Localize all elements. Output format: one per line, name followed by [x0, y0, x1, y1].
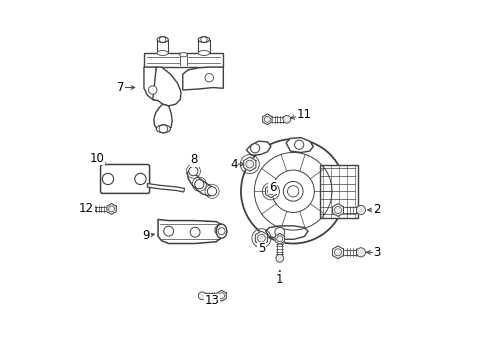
Text: 10: 10	[89, 152, 104, 165]
Text: 12: 12	[79, 202, 94, 215]
FancyBboxPatch shape	[101, 165, 149, 193]
Text: 1: 1	[275, 273, 283, 286]
Circle shape	[188, 167, 198, 176]
Text: 9: 9	[142, 229, 150, 242]
Polygon shape	[246, 141, 270, 155]
Circle shape	[135, 173, 146, 185]
Circle shape	[204, 73, 213, 82]
Circle shape	[190, 227, 200, 237]
Polygon shape	[143, 67, 161, 100]
Polygon shape	[332, 246, 343, 259]
Text: 13: 13	[204, 294, 219, 307]
Circle shape	[274, 227, 284, 237]
Polygon shape	[275, 233, 284, 244]
Circle shape	[241, 139, 345, 243]
Polygon shape	[265, 226, 307, 239]
Bar	[143, 53, 223, 67]
Polygon shape	[265, 185, 276, 198]
Text: 3: 3	[372, 246, 380, 259]
Text: 5: 5	[257, 242, 264, 255]
Circle shape	[283, 116, 290, 123]
Text: 2: 2	[372, 203, 380, 216]
Circle shape	[294, 140, 303, 149]
Polygon shape	[217, 290, 226, 301]
Text: 4: 4	[230, 158, 237, 171]
Circle shape	[275, 255, 283, 262]
Text: 6: 6	[268, 181, 276, 194]
Circle shape	[102, 173, 113, 185]
Ellipse shape	[198, 37, 209, 42]
Text: 7: 7	[116, 81, 124, 94]
Polygon shape	[243, 157, 255, 171]
Polygon shape	[285, 138, 313, 153]
Polygon shape	[187, 168, 215, 196]
Polygon shape	[107, 203, 116, 214]
Polygon shape	[154, 104, 172, 131]
Bar	[319, 165, 358, 218]
Polygon shape	[147, 184, 184, 192]
Circle shape	[88, 205, 96, 213]
Text: 8: 8	[190, 153, 198, 166]
Polygon shape	[332, 204, 343, 216]
Circle shape	[250, 144, 259, 153]
Polygon shape	[183, 67, 223, 90]
Circle shape	[148, 86, 157, 94]
Circle shape	[198, 292, 205, 300]
Polygon shape	[255, 231, 267, 245]
Circle shape	[194, 180, 203, 189]
Polygon shape	[158, 220, 222, 243]
Circle shape	[283, 181, 303, 201]
Polygon shape	[262, 114, 271, 125]
Ellipse shape	[156, 125, 170, 133]
Circle shape	[356, 248, 365, 257]
Ellipse shape	[157, 37, 168, 42]
Text: 11: 11	[296, 108, 311, 121]
Ellipse shape	[216, 224, 226, 238]
Ellipse shape	[198, 50, 209, 55]
Circle shape	[163, 226, 173, 236]
Circle shape	[214, 225, 224, 235]
Ellipse shape	[157, 50, 168, 55]
Circle shape	[207, 187, 216, 196]
Circle shape	[356, 206, 365, 215]
Ellipse shape	[179, 53, 187, 57]
Polygon shape	[152, 67, 181, 106]
